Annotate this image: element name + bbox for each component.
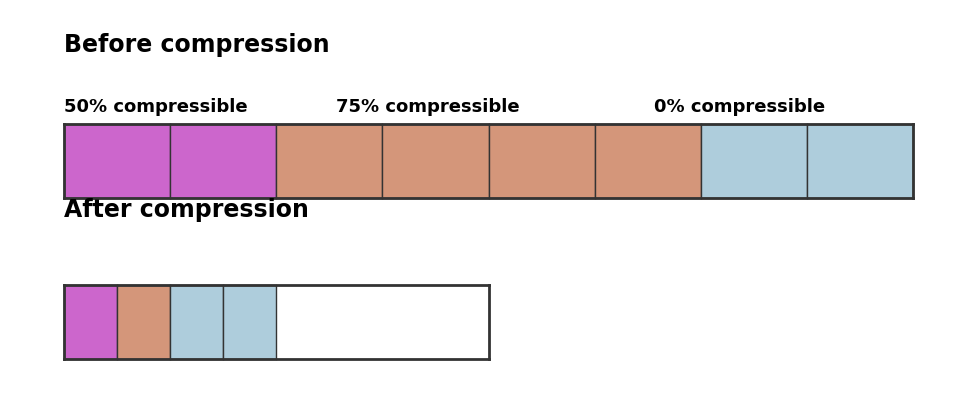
Text: After compression: After compression <box>64 198 309 222</box>
Text: 75% compressible: 75% compressible <box>335 97 519 116</box>
Text: 50% compressible: 50% compressible <box>64 97 247 116</box>
Text: 0% compressible: 0% compressible <box>655 97 826 116</box>
Text: Before compression: Before compression <box>64 33 329 57</box>
